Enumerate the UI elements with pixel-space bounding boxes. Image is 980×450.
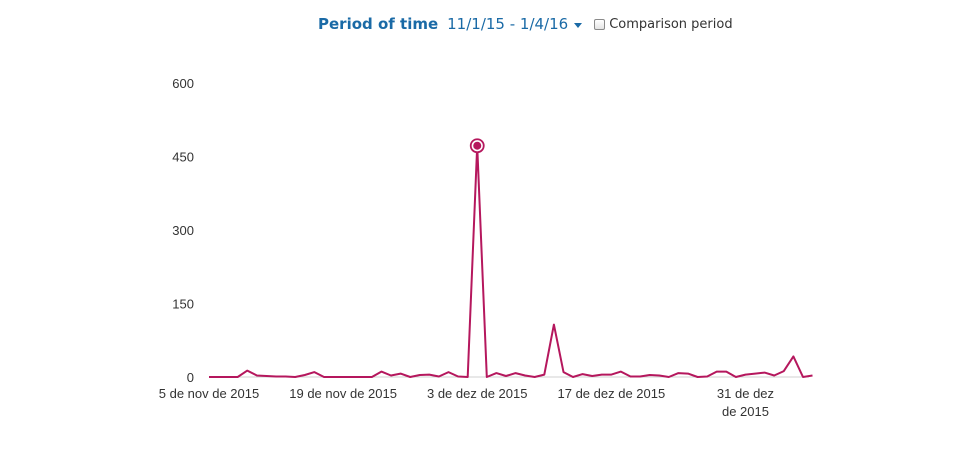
data-point[interactable] (359, 374, 365, 380)
data-point[interactable] (675, 370, 681, 376)
data-point[interactable] (254, 373, 260, 379)
data-point[interactable] (484, 374, 490, 380)
data-point[interactable] (551, 322, 557, 328)
x-tick-label-line: de 2015 (722, 404, 769, 419)
data-point[interactable] (311, 369, 317, 375)
data-point[interactable] (417, 372, 423, 378)
x-tick-label: 31 de dez de 2015 (717, 386, 774, 419)
y-tick-label: 150 (172, 297, 194, 312)
comparison-label[interactable]: Comparison period (609, 16, 733, 32)
data-point[interactable] (340, 374, 346, 380)
data-point[interactable] (206, 374, 212, 380)
data-point[interactable] (637, 374, 643, 380)
data-point[interactable] (532, 374, 538, 380)
comparison-checkbox[interactable] (594, 18, 606, 30)
y-tick-label: 0 (187, 370, 194, 385)
chevron-down-icon (574, 23, 583, 28)
data-point[interactable] (560, 369, 566, 375)
data-point[interactable] (771, 373, 777, 379)
data-point[interactable] (235, 374, 241, 380)
x-tick-label-line: 17 de dez de 2015 (558, 386, 666, 401)
data-point[interactable] (656, 373, 662, 379)
data-point[interactable] (225, 374, 231, 380)
data-point[interactable] (273, 374, 279, 380)
data-point[interactable] (369, 374, 375, 380)
data-point[interactable] (781, 368, 787, 374)
x-axis: 5 de nov de 2015 19 de nov de 2015 3 de de… (159, 386, 774, 419)
data-point[interactable] (685, 371, 691, 377)
data-point[interactable] (446, 369, 452, 375)
data-point[interactable] (292, 374, 298, 380)
data-point[interactable] (790, 353, 796, 359)
data-point[interactable] (407, 374, 413, 380)
data-point[interactable] (599, 372, 605, 378)
data-point[interactable] (244, 368, 250, 374)
data-point[interactable] (302, 372, 308, 378)
data-point[interactable] (810, 373, 816, 379)
x-tick-label-line: 5 de nov de 2015 (159, 386, 259, 401)
data-point[interactable] (714, 369, 720, 375)
data-point[interactable] (628, 374, 634, 380)
data-point[interactable] (263, 373, 269, 379)
data-point[interactable] (388, 373, 394, 379)
y-tick-label: 300 (172, 223, 194, 238)
data-point[interactable] (513, 370, 519, 376)
data-point[interactable] (666, 374, 672, 380)
data-point[interactable] (331, 374, 337, 380)
data-point[interactable] (742, 372, 748, 378)
data-point[interactable] (541, 372, 547, 378)
x-tick-label-line: 19 de nov de 2015 (289, 386, 397, 401)
period-range-value: 11/1/15 - 1/4/16 (447, 15, 569, 33)
data-point[interactable] (436, 374, 442, 380)
series-line (209, 144, 813, 378)
x-tick-label: 17 de dez de 2015 (558, 386, 666, 401)
x-tick-label: 5 de nov de 2015 (159, 386, 259, 401)
period-range-dropdown[interactable]: 11/1/15 - 1/4/16 (447, 15, 583, 33)
data-point[interactable] (522, 373, 528, 379)
data-point[interactable] (647, 372, 653, 378)
data-point[interactable] (455, 374, 461, 380)
data-point[interactable] (752, 371, 758, 377)
data-point[interactable] (800, 374, 806, 380)
data-point[interactable] (465, 374, 471, 380)
y-tick-label: 600 (172, 76, 194, 91)
data-point[interactable] (283, 374, 289, 380)
y-axis: 0 150 300 450 600 (172, 76, 194, 385)
data-point[interactable] (704, 374, 710, 380)
x-tick-label: 19 de nov de 2015 (289, 386, 397, 401)
data-point[interactable] (580, 371, 586, 377)
data-point[interactable] (570, 374, 576, 380)
data-point[interactable] (503, 373, 509, 379)
data-point[interactable] (608, 372, 614, 378)
x-tick-label-line: 31 de dez (717, 386, 774, 401)
period-label: Period of time (318, 15, 439, 33)
data-point[interactable] (216, 374, 222, 380)
data-point[interactable] (493, 370, 499, 376)
data-point[interactable] (321, 374, 327, 380)
data-point[interactable] (762, 370, 768, 376)
data-point[interactable] (378, 369, 384, 375)
data-point[interactable] (589, 373, 595, 379)
data-point[interactable] (695, 374, 701, 380)
x-tick-label: 3 de dez de 2015 (427, 386, 527, 401)
plot-area (206, 138, 816, 380)
data-point[interactable] (398, 371, 404, 377)
data-point[interactable] (618, 369, 624, 375)
data-point[interactable] (426, 372, 432, 378)
data-point[interactable] (350, 374, 356, 380)
data-point[interactable] (723, 369, 729, 375)
highlight-marker-dot (473, 141, 482, 150)
x-tick-label-line: 3 de dez de 2015 (427, 386, 527, 401)
y-tick-label: 450 (172, 150, 194, 165)
data-point[interactable] (733, 374, 739, 380)
period-header: Period of time 11/1/15 - 1/4/16 Comparis… (318, 13, 733, 35)
